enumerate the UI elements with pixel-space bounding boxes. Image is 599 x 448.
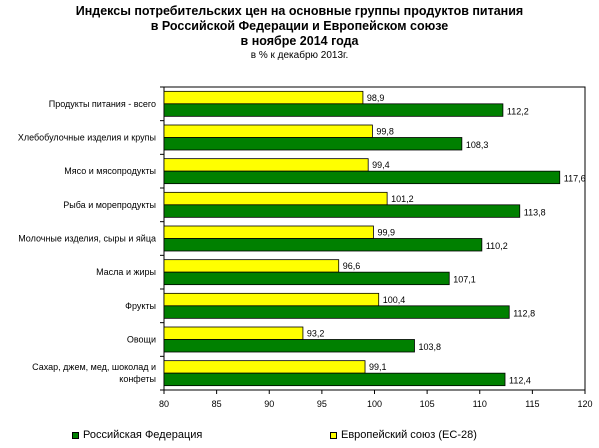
- legend-swatch-eu: [330, 431, 337, 439]
- bar-russia: [163, 305, 510, 319]
- data-label-russia: 113,8: [524, 207, 546, 217]
- legend-item-russia: Российская Федерация: [72, 428, 202, 442]
- bar-russia: [163, 204, 521, 218]
- x-tick-label: 110: [473, 399, 487, 409]
- x-tick-label: 90: [264, 399, 274, 409]
- data-label-russia: 107,1: [453, 275, 476, 285]
- category-label: Фрукты: [125, 301, 156, 311]
- x-tick-label: 95: [317, 399, 327, 409]
- chart-title-line-1: Индексы потребительских цен на основные …: [75, 4, 524, 18]
- legend-item-eu: Европейский союз (ЕС-28): [330, 428, 477, 442]
- data-label-russia: 117,6: [564, 174, 586, 184]
- bar-eu: [163, 158, 369, 172]
- chart-title-line-3: в ноябре 2014 года: [240, 34, 359, 48]
- bar-russia: [163, 372, 506, 387]
- bar-eu: [163, 292, 380, 307]
- data-label-eu: 100,4: [383, 295, 406, 305]
- bar-russia: [163, 103, 504, 117]
- category-label: Овощи: [127, 335, 156, 345]
- data-label-eu: 98,9: [367, 93, 385, 103]
- bar-eu: [163, 191, 388, 206]
- bar-russia: [163, 238, 483, 252]
- bar-russia: [163, 170, 561, 185]
- data-label-russia: 110,2: [486, 241, 508, 251]
- legend-swatch-russia: [72, 431, 79, 439]
- x-tick-label: 80: [159, 399, 169, 409]
- chart-subtitle: в % к декабрю 2013г.: [250, 50, 349, 61]
- data-label-russia: 112,8: [513, 308, 535, 318]
- category-label: Сахар, джем, мед, шоколад и: [32, 362, 156, 372]
- data-label-russia: 103,8: [418, 342, 441, 352]
- category-label: Молочные изделия, сыры и яйца: [18, 234, 156, 244]
- bar-russia: [163, 339, 415, 353]
- data-label-russia: 108,3: [466, 140, 489, 150]
- category-label: Масла и жиры: [96, 267, 156, 277]
- data-label-russia: 112,2: [507, 106, 529, 116]
- chart-title-block: Индексы потребительских цен на основные …: [0, 4, 599, 62]
- x-tick-label: 120: [577, 399, 592, 409]
- category-label: конфеты: [119, 374, 156, 384]
- category-label: Мясо и мясопродукты: [64, 166, 156, 176]
- bar-eu: [163, 90, 364, 105]
- data-label-eu: 99,4: [372, 160, 390, 170]
- chart-title-line-2: в Российской Федерации и Европейском сою…: [150, 19, 449, 33]
- category-label: Рыба и морепродукты: [63, 200, 156, 210]
- data-label-eu: 96,6: [343, 261, 361, 271]
- x-tick-label: 115: [525, 399, 539, 409]
- data-label-eu: 99,8: [376, 127, 394, 137]
- x-tick-label: 100: [367, 399, 382, 409]
- legend-label-russia: Российская Федерация: [83, 429, 203, 441]
- x-tick-label: 85: [212, 399, 222, 409]
- category-label: Продукты питания - всего: [49, 99, 156, 109]
- bar-eu: [163, 124, 373, 138]
- x-tick-label: 105: [420, 399, 435, 409]
- data-label-russia: 112,4: [509, 376, 531, 386]
- bar-eu: [163, 360, 366, 374]
- data-label-eu: 101,2: [391, 194, 414, 204]
- bar-eu: [163, 326, 304, 340]
- bar-eu: [163, 225, 374, 239]
- bar-russia: [163, 271, 450, 286]
- category-label: Хлебобулочные изделия и крупы: [18, 133, 156, 143]
- data-label-eu: 93,2: [307, 329, 325, 339]
- data-label-eu: 99,1: [369, 362, 387, 372]
- data-label-eu: 99,9: [377, 228, 395, 238]
- legend-label-eu: Европейский союз (ЕС-28): [341, 429, 477, 441]
- bar-russia: [163, 137, 463, 151]
- bar-eu: [163, 259, 340, 273]
